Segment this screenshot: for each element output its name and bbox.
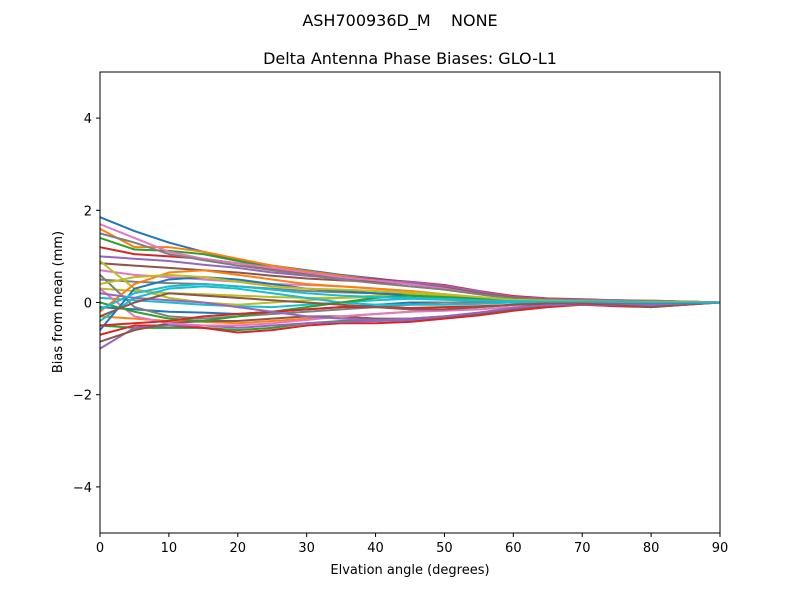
x-tick-label: 40: [367, 541, 384, 556]
y-tick-label: 2: [84, 204, 92, 219]
y-axis-label: Bias from mean (mm): [51, 231, 66, 373]
x-axis-label: Elvation angle (degrees): [330, 563, 489, 578]
x-axis-ticks: 0 10 20 30 40 50 60 70 80 90: [96, 533, 728, 556]
series-layer: [99, 216, 721, 350]
figure-suptitle: ASH700936D_M NONE: [302, 11, 497, 31]
y-tick-label: −4: [73, 481, 92, 496]
x-tick-label: 20: [230, 541, 247, 556]
x-tick-label: 60: [505, 541, 522, 556]
x-tick-label: 80: [643, 541, 660, 556]
x-tick-label: 70: [574, 541, 591, 556]
y-tick-label: −2: [73, 389, 92, 404]
y-tick-label: 0: [84, 297, 92, 312]
chart-title: Delta Antenna Phase Biases: GLO-L1: [263, 49, 557, 68]
x-tick-label: 50: [436, 541, 453, 556]
x-tick-label: 90: [712, 541, 729, 556]
x-tick-label: 30: [298, 541, 315, 556]
x-tick-label: 10: [161, 541, 178, 556]
series-line-1: [99, 216, 721, 304]
y-axis-ticks: −4 −2 0 2 4: [73, 112, 100, 496]
y-tick-label: 4: [84, 112, 92, 127]
series-line-30: [99, 283, 720, 311]
x-tick-label: 0: [96, 541, 104, 556]
